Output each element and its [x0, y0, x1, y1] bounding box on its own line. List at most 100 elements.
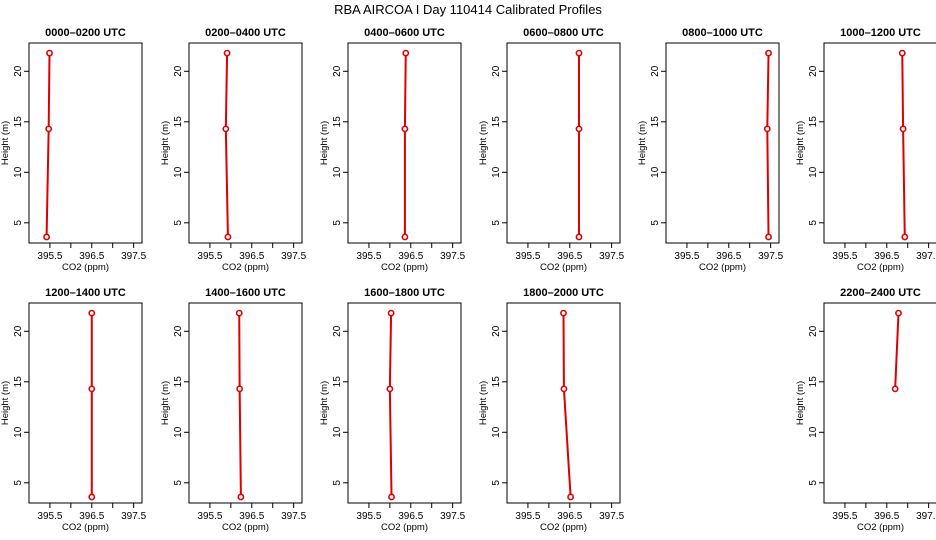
profile-line	[894, 313, 900, 389]
x-tick-label: 395.5	[832, 251, 857, 262]
y-tick-label: 15	[491, 116, 502, 128]
y-tick-label: 10	[808, 166, 819, 178]
panel: 0400–0600 UTC 395.5 396.5 397.5 CO2 (ppm) 5 10…	[319, 27, 466, 273]
profile-line	[901, 53, 906, 237]
x-axis-label: CO2 (ppm)	[381, 262, 428, 273]
plot-frame	[188, 42, 303, 244]
y-tick-label: 15	[650, 116, 661, 128]
y-tick-label: 20	[650, 65, 661, 77]
plot-frame	[188, 302, 303, 504]
y-tick-label: 5	[491, 480, 502, 486]
x-tick-label: 397.5	[121, 511, 146, 522]
panel-title: 0600–0800 UTC	[523, 27, 604, 39]
data-point	[88, 385, 96, 393]
panel: 0600–0800 UTC 395.5 396.5 397.5 CO2 (ppm) 5 10…	[478, 27, 625, 273]
y-tick-label: 10	[491, 426, 502, 438]
panel: 0200–0400 UTC 395.5 396.5 397.5 CO2 (ppm) 5 10…	[160, 27, 307, 273]
panel: 1800–2000 UTC 395.5 396.5 397.5 CO2 (ppm) 5 10…	[478, 287, 625, 533]
panel-title: 0200–0400 UTC	[205, 27, 286, 39]
x-tick-label: 397.5	[599, 251, 624, 262]
panel-title: 1000–1200 UTC	[840, 27, 921, 39]
y-tick-label: 20	[332, 325, 343, 337]
panel-title: 1800–2000 UTC	[523, 287, 604, 299]
plot-frame	[28, 42, 143, 244]
data-point	[401, 125, 409, 133]
figure-title: RBA AIRCOA I Day 110414 Calibrated Profi…	[334, 2, 602, 17]
data-point	[567, 493, 575, 501]
y-tick-label: 5	[173, 220, 184, 226]
y-tick-label: 20	[173, 325, 184, 337]
x-tick-label: 396.5	[557, 511, 582, 522]
data-point	[899, 125, 907, 133]
data-point	[891, 385, 899, 393]
x-axis-label: CO2 (ppm)	[381, 522, 428, 533]
y-tick-label: 5	[332, 480, 343, 486]
data-point	[575, 125, 583, 133]
data-point	[895, 309, 902, 317]
panel-title: 0400–0600 UTC	[364, 27, 445, 39]
y-tick-label: 15	[491, 376, 502, 388]
y-tick-label: 15	[13, 116, 24, 128]
data-point	[88, 309, 96, 317]
data-point	[224, 233, 232, 241]
data-point	[765, 233, 772, 241]
panel-title: 1400–1600 UTC	[205, 287, 286, 299]
y-axis-label: Height (m)	[478, 381, 489, 425]
profile-line	[403, 53, 407, 237]
x-tick-label: 396.5	[398, 251, 423, 262]
y-tick-label: 20	[808, 325, 819, 337]
x-axis-label: CO2 (ppm)	[540, 522, 587, 533]
profile-line	[224, 53, 229, 237]
y-tick-label: 5	[491, 220, 502, 226]
plot-frame	[823, 42, 936, 244]
data-point	[901, 233, 909, 241]
y-tick-label: 10	[332, 426, 343, 438]
y-tick-label: 20	[808, 65, 819, 77]
data-point	[46, 49, 53, 57]
y-tick-label: 20	[332, 65, 343, 77]
x-tick-label: 395.5	[515, 511, 540, 522]
data-point	[223, 49, 231, 57]
x-axis-label: CO2 (ppm)	[857, 262, 904, 273]
data-point	[575, 49, 583, 57]
y-tick-label: 15	[332, 116, 343, 128]
y-tick-label: 20	[491, 65, 502, 77]
data-point	[402, 49, 410, 57]
data-point	[222, 125, 230, 133]
x-tick-label: 395.5	[674, 251, 699, 262]
y-tick-label: 20	[13, 325, 24, 337]
panel-title: 0800–1000 UTC	[682, 27, 763, 39]
y-tick-label: 10	[332, 166, 343, 178]
x-tick-label: 395.5	[197, 511, 222, 522]
y-tick-label: 10	[650, 166, 661, 178]
x-tick-label: 397.5	[916, 251, 936, 262]
plot-frame	[823, 302, 936, 504]
x-axis-label: CO2 (ppm)	[540, 262, 587, 273]
data-point	[236, 385, 244, 393]
x-tick-label: 397.5	[440, 251, 465, 262]
plot-frame	[506, 302, 621, 504]
y-tick-label: 20	[491, 325, 502, 337]
y-tick-label: 5	[808, 220, 819, 226]
data-point	[575, 233, 583, 241]
plot-frame	[347, 42, 462, 244]
y-tick-label: 10	[808, 426, 819, 438]
y-tick-label: 15	[332, 376, 343, 388]
x-tick-label: 396.5	[874, 251, 899, 262]
panel-title: 2200–2400 UTC	[840, 287, 921, 299]
profile-line	[766, 53, 770, 237]
data-point	[560, 385, 568, 393]
y-tick-label: 15	[808, 376, 819, 388]
data-point	[387, 309, 395, 317]
y-axis-label: Height (m)	[160, 121, 171, 165]
y-axis-label: Height (m)	[795, 381, 806, 425]
y-tick-label: 10	[13, 166, 24, 178]
y-tick-label: 5	[808, 480, 819, 486]
data-point	[235, 309, 243, 317]
x-tick-label: 395.5	[356, 251, 381, 262]
y-axis-label: Height (m)	[319, 381, 330, 425]
panel: 0800–1000 UTC 395.5 396.5 397.5 CO2 (ppm) 5 10…	[637, 27, 784, 273]
data-point	[560, 309, 567, 317]
